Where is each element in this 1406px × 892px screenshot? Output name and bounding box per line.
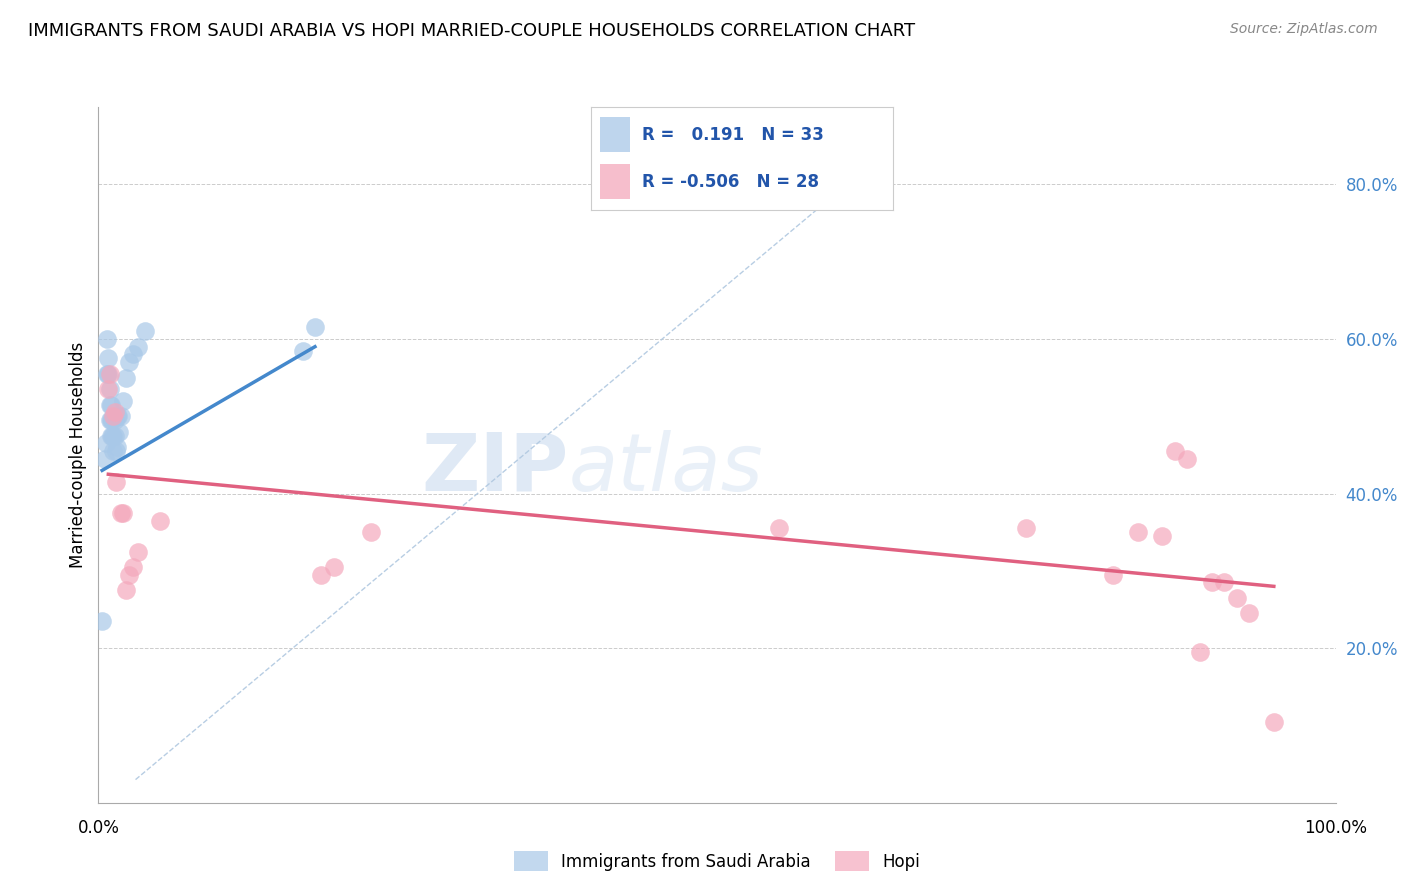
Point [112, 393, 135, 408]
Point [101, 428, 124, 442]
Point [110, 409, 132, 424]
Point [101, 413, 124, 427]
Point [1102, 567, 1125, 582]
Point [97, 367, 120, 381]
Point [103, 428, 125, 442]
Point [768, 521, 790, 535]
Text: IMMIGRANTS FROM SAUDI ARABIA VS HOPI MARRIED-COUPLE HOUSEHOLDS CORRELATION CHART: IMMIGRANTS FROM SAUDI ARABIA VS HOPI MAR… [28, 22, 915, 40]
Point [91, 614, 114, 628]
Point [114, 370, 136, 384]
Point [104, 444, 127, 458]
Point [1237, 607, 1260, 621]
Point [100, 428, 122, 442]
Point [1175, 451, 1198, 466]
Point [103, 413, 125, 427]
Point [1263, 714, 1285, 729]
Point [107, 409, 129, 424]
Text: atlas: atlas [568, 430, 763, 508]
Point [112, 506, 135, 520]
Point [94, 436, 117, 450]
Point [1015, 521, 1038, 535]
Point [118, 355, 141, 369]
Point [1226, 591, 1249, 605]
Point [122, 347, 145, 361]
Point [103, 444, 125, 458]
Point [104, 475, 127, 489]
Point [1201, 575, 1223, 590]
Point [1213, 575, 1236, 590]
Point [118, 567, 141, 582]
Point [98, 398, 121, 412]
Point [322, 560, 344, 574]
Point [149, 514, 172, 528]
Point [97, 351, 120, 366]
Point [100, 413, 122, 427]
Y-axis label: Married-couple Households: Married-couple Households [69, 342, 87, 568]
Point [127, 544, 149, 558]
Point [110, 506, 132, 520]
Legend: Immigrants from Saudi Arabia, Hopi: Immigrants from Saudi Arabia, Hopi [508, 845, 927, 878]
Point [114, 583, 136, 598]
Point [98, 382, 121, 396]
Point [105, 440, 128, 454]
Point [127, 340, 149, 354]
Point [304, 320, 326, 334]
Point [105, 409, 128, 424]
Point [1188, 645, 1211, 659]
Point [103, 405, 125, 419]
Point [1126, 525, 1149, 540]
Text: R = -0.506   N = 28: R = -0.506 N = 28 [643, 173, 818, 191]
Point [98, 367, 121, 381]
Bar [599, 118, 630, 153]
Text: ZIP: ZIP [422, 430, 568, 508]
Point [1152, 529, 1174, 543]
Point [108, 425, 131, 439]
Point [97, 382, 120, 396]
Point [360, 525, 382, 540]
Point [96, 332, 118, 346]
Point [103, 428, 125, 442]
Text: Source: ZipAtlas.com: Source: ZipAtlas.com [1230, 22, 1378, 37]
Point [291, 343, 314, 358]
Point [122, 560, 145, 574]
Point [93, 451, 115, 466]
Point [1164, 444, 1187, 458]
Point [309, 567, 332, 582]
Point [100, 398, 122, 412]
Point [103, 409, 125, 424]
Point [134, 324, 156, 338]
Bar [599, 164, 630, 199]
Point [98, 413, 121, 427]
Text: R =   0.191   N = 33: R = 0.191 N = 33 [643, 126, 824, 144]
Point [96, 367, 118, 381]
